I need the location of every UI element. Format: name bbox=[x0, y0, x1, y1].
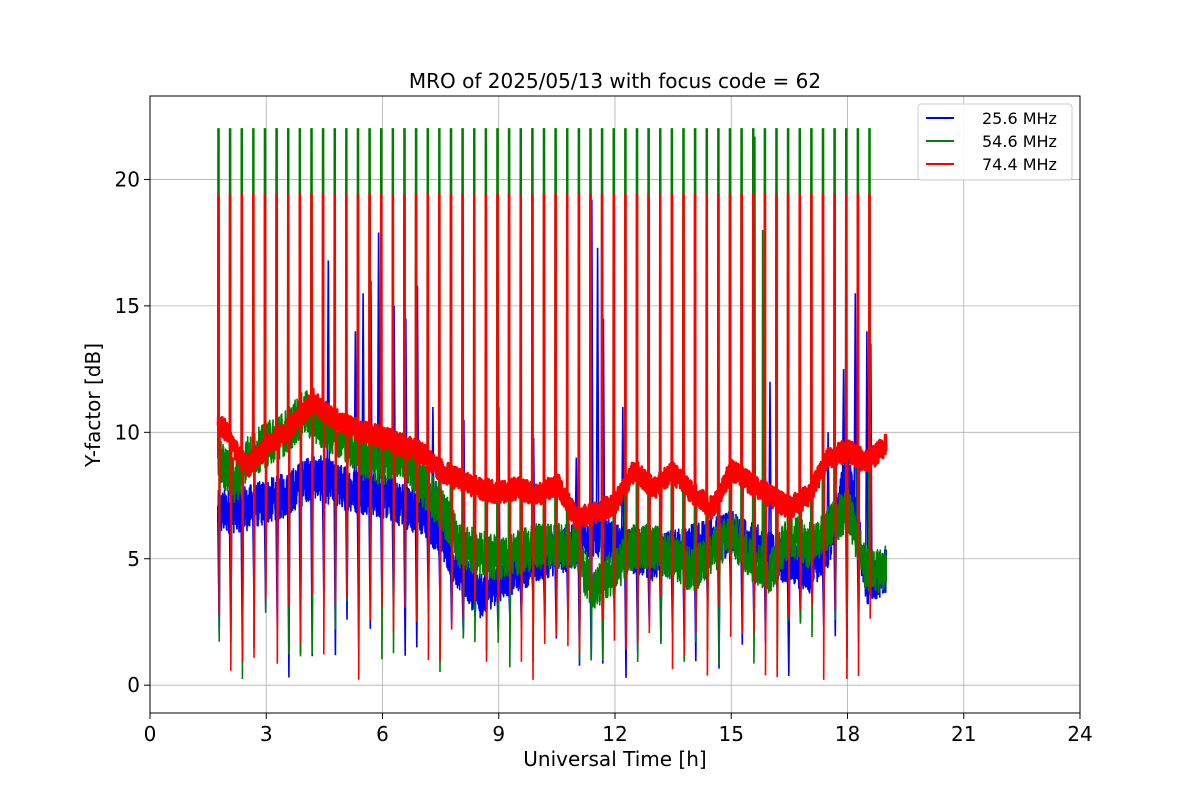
series-2 bbox=[216, 193, 888, 680]
x-tick-label: 0 bbox=[144, 722, 157, 746]
calibration-pulses bbox=[217, 128, 872, 680]
y-axis: 0 5 10 15 20 bbox=[115, 167, 150, 697]
x-tick-label: 18 bbox=[835, 722, 860, 746]
x-axis: 0 3 6 9 12 15 18 21 24 bbox=[144, 713, 1093, 746]
x-tick-label: 12 bbox=[602, 722, 627, 746]
legend-entry: 25.6 MHz bbox=[982, 109, 1057, 128]
legend-entry: 54.6 MHz bbox=[982, 132, 1057, 151]
peak bbox=[853, 293, 858, 516]
chart-title: MRO of 2025/05/13 with focus code = 62 bbox=[409, 69, 821, 93]
series-line bbox=[217, 390, 888, 609]
y-axis-label: Y-factor [dB] bbox=[81, 343, 105, 468]
x-tick-label: 21 bbox=[951, 722, 976, 746]
peak bbox=[595, 247, 600, 535]
y-tick-label: 0 bbox=[127, 673, 140, 697]
series-line bbox=[216, 387, 888, 531]
y-tick-label: 15 bbox=[115, 294, 140, 318]
y-tick-label: 10 bbox=[115, 420, 140, 444]
series-layer bbox=[216, 128, 888, 680]
calibration-pulses bbox=[217, 193, 872, 680]
x-axis-label: Universal Time [h] bbox=[523, 747, 706, 771]
x-tick-label: 9 bbox=[492, 722, 505, 746]
peak bbox=[864, 331, 869, 585]
spike bbox=[753, 136, 757, 562]
legend-box bbox=[917, 103, 1073, 181]
x-tick-label: 24 bbox=[1067, 722, 1092, 746]
series-1 bbox=[217, 128, 888, 680]
x-tick-label: 15 bbox=[719, 722, 744, 746]
x-tick-label: 6 bbox=[376, 722, 389, 746]
legend-entry: 74.4 MHz bbox=[982, 155, 1057, 174]
spike bbox=[761, 229, 764, 567]
y-tick-label: 20 bbox=[115, 167, 140, 191]
x-tick-label: 3 bbox=[260, 722, 273, 746]
legend: 25.6 MHz 54.6 MHz 74.4 MHz bbox=[917, 103, 1073, 181]
y-tick-label: 5 bbox=[127, 547, 140, 571]
peak bbox=[376, 232, 381, 495]
